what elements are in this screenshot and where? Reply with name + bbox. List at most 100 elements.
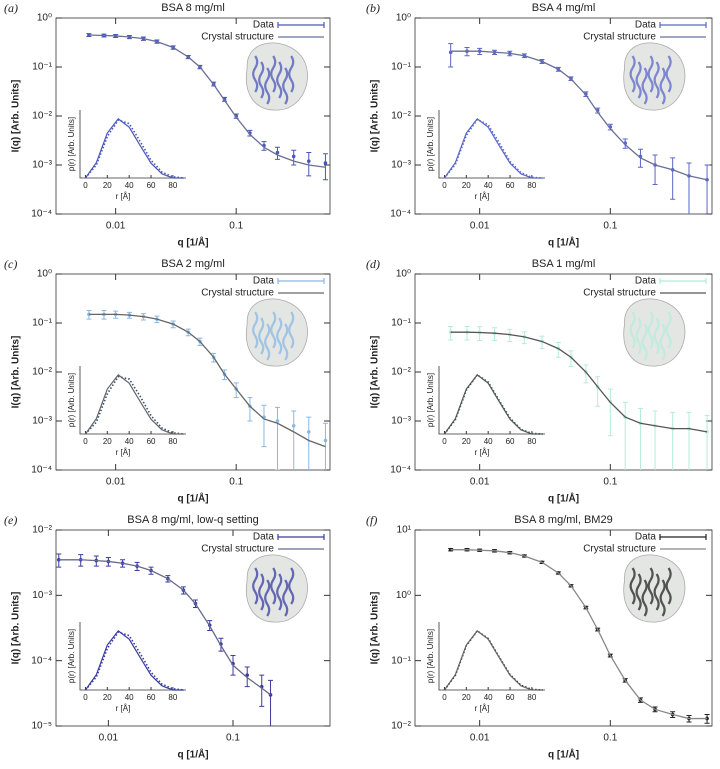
y-tick-label: 10⁻⁵ (31, 721, 52, 732)
x-tick-label: 0.1 (603, 221, 617, 232)
inset-x-label: r [Å] (116, 192, 131, 201)
y-tick-label: 10⁻¹ (391, 655, 411, 666)
structure-helix (635, 61, 642, 99)
error-bar (291, 410, 297, 470)
data-point (275, 150, 280, 155)
structure-helix (647, 567, 654, 605)
inset-x-tick-label: 80 (168, 693, 177, 702)
structure-helix (258, 573, 265, 611)
inset-x-label: r [Å] (475, 192, 490, 201)
legend-label: Data (253, 20, 275, 31)
y-tick-label: 10⁻³ (391, 160, 411, 171)
data-point (306, 430, 311, 434)
inset-x-tick-label: 20 (462, 693, 471, 702)
y-tick-label: 10⁻² (391, 367, 411, 378)
y-tick-label: 10⁻³ (32, 590, 52, 601)
inset-y-label: p(r) [Arb. Units] (67, 373, 76, 427)
pr-line (443, 630, 543, 691)
inset-x-label: r [Å] (475, 704, 490, 713)
inset-x-tick-label: 80 (527, 437, 536, 446)
structure-helix (665, 55, 672, 93)
y-tick-label: 10⁰ (396, 590, 411, 601)
y-tick-label: 10⁻¹ (391, 62, 411, 73)
chart-title: BSA 8 mg/ml, BM29 (514, 514, 612, 526)
structure-helix (258, 317, 265, 355)
inset: 0 20 40 60 80 r [Å] p(r) [Arb. Units] (426, 622, 545, 713)
y-axis-label: I(q) [Arb. Units] (11, 80, 22, 153)
inset-x-tick-label: 20 (103, 181, 112, 190)
error-bar (607, 388, 613, 437)
inset-y-label: p(r) [Arb. Units] (67, 629, 76, 683)
legend-swatch (659, 534, 707, 540)
error-bar (652, 410, 658, 470)
inset-x-tick-label: 60 (147, 693, 156, 702)
legend-swatch (277, 278, 325, 284)
structure-helix (276, 317, 283, 355)
x-axis-label: q [1/Å] (548, 492, 579, 505)
legend-label: Data (253, 276, 275, 287)
structure-image (623, 554, 686, 623)
legend-label: Crystal structure (583, 288, 656, 299)
x-axis-label: q [1/Å] (177, 236, 208, 249)
legend-swatch (659, 278, 707, 284)
inset-x-tick-label: 20 (462, 437, 471, 446)
structure-helix (282, 579, 289, 617)
inset-x-tick-label: 40 (484, 181, 493, 190)
structure-image (245, 298, 308, 367)
inset-x-tick-label: 0 (442, 693, 447, 702)
structure-helix (659, 67, 666, 105)
inset-x-tick-label: 40 (125, 437, 134, 446)
y-tick-label: 10⁰ (37, 13, 52, 24)
model-line (450, 50, 708, 181)
structure-helix (264, 67, 271, 105)
legend-swatch (277, 22, 325, 28)
error-bar (448, 43, 454, 68)
model-line (450, 331, 708, 433)
plot-area (448, 325, 710, 470)
panel: (b) BSA 4 mg/ml 0.01 0.1 10⁻⁴ 10⁻³ 10⁻² 10⁻¹ 10⁰… (366, 1, 713, 249)
structure-helix (659, 579, 666, 617)
inset-axes (438, 110, 545, 179)
structure-helix (264, 579, 271, 617)
error-bar (670, 157, 676, 200)
pr-line (443, 374, 543, 435)
error-bar (652, 154, 658, 185)
y-tick-label: 10⁻¹ (391, 318, 411, 329)
y-tick-label: 10⁻³ (32, 416, 52, 427)
legend-label: Crystal structure (201, 544, 274, 555)
structure-helix (641, 67, 648, 105)
x-tick-label: 0.01 (470, 477, 490, 488)
inset-x-tick-label: 60 (506, 181, 515, 190)
structure-helix (252, 55, 259, 93)
plot-area (86, 33, 328, 181)
panel: (f) BSA 8 mg/ml, BM29 0.01 0.1 10⁻² 10⁻¹ 10⁰ 10… (366, 513, 713, 761)
chart-title: BSA 4 mg/ml (532, 2, 596, 14)
y-tick-label: 10⁻⁴ (390, 465, 411, 476)
pr-line (84, 375, 184, 435)
panel-label: (f) (366, 513, 377, 527)
y-tick-label: 10⁻³ (391, 416, 411, 427)
y-tick-label: 10⁻⁴ (31, 209, 52, 220)
inset-x-tick-label: 40 (484, 693, 493, 702)
x-axis-label: q [1/Å] (548, 236, 579, 249)
plot-frame (414, 529, 713, 727)
structure-helix (288, 311, 295, 349)
data-point (705, 430, 709, 434)
y-axis-label: I(q) [Arb. Units] (370, 592, 381, 665)
x-tick-label: 0.01 (470, 733, 490, 744)
inset-axes (438, 366, 545, 435)
pr-line (443, 118, 543, 179)
x-axis-label: q [1/Å] (548, 748, 579, 761)
inset-x-tick-label: 60 (506, 693, 515, 702)
structure-helix (252, 567, 259, 605)
inset-y-label: p(r) [Arb. Units] (426, 629, 435, 683)
inset: 0 20 40 60 80 r [Å] p(r) [Arb. Units] (426, 110, 545, 201)
model-line (88, 34, 326, 168)
panel: (c) BSA 2 mg/ml 0.01 0.1 10⁻⁴ 10⁻³ 10⁻² 10⁻¹ 10⁰… (4, 257, 331, 505)
x-tick-label: 0.01 (106, 221, 126, 232)
panel: (e) BSA 8 mg/ml, low-q setting 0.01 0.1 10⁻⁵… (4, 513, 331, 761)
error-bar (583, 364, 589, 384)
inset: 0 20 40 60 80 r [Å] p(r) [Arb. Units] (67, 110, 186, 201)
error-bar (686, 162, 692, 214)
